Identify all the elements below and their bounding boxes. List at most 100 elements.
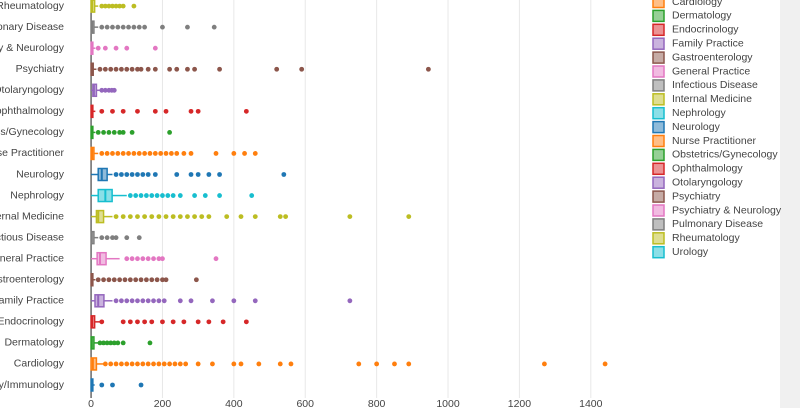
outlier: [283, 214, 289, 220]
outlier: [124, 66, 130, 72]
outlier: [210, 298, 215, 304]
outlier: [174, 172, 180, 177]
outlier: [277, 361, 283, 367]
y-tick-label: Rheumatology: [0, 0, 65, 12]
outlier: [177, 298, 183, 304]
outlier: [147, 340, 153, 346]
outlier: [129, 130, 135, 135]
legend-swatch: [652, 79, 665, 92]
y-tick-label: ophthalmology: [0, 105, 65, 117]
outlier: [111, 87, 117, 93]
x-tick-label: 1200: [508, 398, 532, 408]
legend-swatch: [652, 65, 665, 78]
outlier: [110, 3, 115, 9]
y-tick-label: Psychiatry: [16, 63, 65, 75]
legend-label: Urology: [672, 246, 709, 258]
x-tick-label: 600: [296, 398, 314, 408]
outlier: [151, 298, 156, 304]
outlier: [181, 319, 187, 325]
outlier: [102, 3, 108, 9]
outlier: [149, 277, 155, 283]
outlier: [142, 319, 148, 325]
outlier: [102, 45, 108, 51]
outlier: [149, 214, 155, 220]
legend-swatch: [652, 51, 665, 64]
outlier: [138, 382, 144, 388]
y-tick-label: onary Disease: [0, 21, 64, 33]
outlier: [97, 340, 103, 346]
outlier: [165, 193, 171, 198]
legend-swatch: [652, 37, 665, 50]
outlier: [160, 24, 165, 30]
outlier: [129, 298, 135, 304]
outlier: [299, 66, 305, 72]
outlier: [124, 361, 130, 367]
outlier: [161, 361, 167, 367]
outlier: [142, 24, 148, 30]
outlier: [188, 108, 194, 114]
outlier: [192, 214, 197, 220]
y-tick-label: Endocrinology: [0, 316, 65, 328]
outlier: [152, 151, 158, 156]
outlier: [120, 24, 126, 30]
outlier: [104, 340, 110, 346]
outlier: [135, 361, 140, 367]
outlier: [104, 24, 110, 30]
outlier: [160, 256, 165, 262]
outlier: [145, 172, 151, 177]
outlier: [406, 361, 412, 367]
outlier: [117, 3, 123, 9]
outlier: [195, 319, 201, 325]
outlier: [149, 193, 155, 198]
outlier: [249, 193, 255, 198]
outlier: [140, 256, 146, 262]
outlier: [217, 66, 222, 72]
outlier: [356, 361, 362, 367]
outlier: [347, 298, 353, 304]
box: [95, 209, 105, 224]
y-tick-label: ctious Disease: [0, 231, 64, 243]
outlier: [185, 24, 190, 30]
outlier: [133, 277, 139, 283]
legend-label: Psychiatry: [672, 190, 721, 202]
outlier: [195, 172, 201, 177]
outlier: [110, 235, 115, 241]
outlier: [110, 24, 115, 30]
outlier: [274, 66, 280, 72]
y-tick-label: se Practitioner: [0, 147, 64, 159]
outlier: [135, 256, 140, 262]
outlier: [99, 24, 105, 30]
outlier: [129, 172, 135, 177]
outlier: [217, 193, 222, 198]
y-tick-label: Family Practice: [0, 295, 64, 307]
outlier: [181, 151, 187, 156]
outlier: [281, 172, 287, 177]
outlier: [131, 3, 137, 9]
outlier: [127, 193, 133, 198]
outlier: [113, 298, 119, 304]
outlier: [158, 151, 164, 156]
outlier: [127, 277, 133, 283]
outlier: [136, 235, 142, 241]
x-tick-label: 1000: [436, 398, 460, 408]
outlier: [243, 319, 249, 325]
outlier: [127, 214, 133, 220]
outlier: [213, 151, 219, 156]
outlier: [106, 130, 112, 135]
outlier: [136, 151, 142, 156]
outlier: [163, 108, 169, 114]
legend-label: Obstetrics/Gynecology: [672, 149, 778, 161]
outlier: [104, 151, 110, 156]
outlier: [124, 45, 130, 51]
legend-label: Dermatology: [672, 10, 732, 22]
outlier: [108, 66, 114, 72]
outlier: [143, 277, 149, 283]
outlier: [163, 151, 169, 156]
outlier: [138, 277, 144, 283]
outlier: [193, 277, 199, 283]
x-tick-label: 200: [154, 398, 172, 408]
outlier: [542, 361, 547, 367]
outlier: [163, 214, 169, 220]
y-tick-label: cs/Gynecology: [0, 126, 65, 138]
outlier: [224, 214, 230, 220]
